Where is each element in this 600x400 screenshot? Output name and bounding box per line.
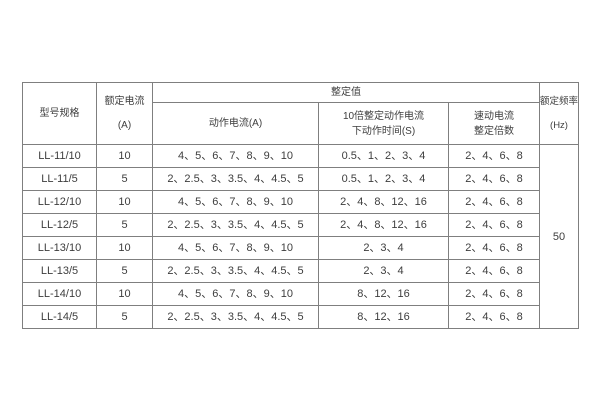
operating-time-cell: 8、12、16 — [318, 305, 449, 329]
model-cell: LL-14/10 — [22, 282, 97, 306]
quick-multiple-cell: 2、4、6、8 — [447, 282, 541, 306]
model-cell: LL-13/5 — [22, 259, 97, 283]
table-row: LL-12/5 5 2、2.5、3、3.5、4、4.5、5 2、4、8、12、1… — [22, 213, 579, 237]
header-operating-current: 动作电流(A) — [152, 102, 319, 145]
operating-time-cell: 2、4、8、12、16 — [318, 213, 449, 237]
header-operating-time: 10倍整定动作电流 下动作时间(S) — [318, 102, 449, 145]
operating-time-cell: 8、12、16 — [318, 282, 449, 306]
table-row: LL-13/5 5 2、2.5、3、3.5、4、4.5、5 2、3、4 2、4、… — [22, 259, 579, 283]
quick-multiple-cell: 2、4、6、8 — [447, 213, 541, 237]
rated-current-cell: 5 — [96, 213, 153, 237]
table-row: LL-11/5 5 2、2.5、3、3.5、4、4.5、5 0.5、1、2、3、… — [22, 167, 579, 191]
operating-current-cell: 4、5、6、7、8、9、10 — [152, 144, 319, 168]
header-rated-current-line1: 额定电流 — [104, 95, 145, 107]
operating-current-cell: 4、5、6、7、8、9、10 — [152, 282, 319, 306]
spec-table: 型号规格 额定电流 (A) 整定值 额定频率 (Hz) 动作电流(A) 10倍整… — [22, 82, 580, 329]
quick-multiple-cell: 2、4、6、8 — [447, 167, 541, 191]
model-cell: LL-14/5 — [22, 305, 97, 329]
operating-current-cell: 4、5、6、7、8、9、10 — [152, 236, 319, 260]
rated-current-cell: 5 — [96, 259, 153, 283]
table-row: LL-14/10 10 4、5、6、7、8、9、10 8、12、16 2、4、6… — [22, 282, 579, 306]
table-row: LL-13/10 10 4、5、6、7、8、9、10 2、3、4 2、4、6、8 — [22, 236, 579, 260]
rated-current-cell: 5 — [96, 167, 153, 191]
header-quick-current: 速动电流 整定倍数 — [447, 102, 541, 145]
table-row: LL-12/10 10 4、5、6、7、8、9、10 2、4、8、12、16 2… — [22, 190, 579, 214]
quick-multiple-cell: 2、4、6、8 — [447, 144, 541, 168]
operating-time-cell: 0.5、1、2、3、4 — [318, 167, 449, 191]
rated-current-cell: 10 — [96, 236, 153, 260]
spec-table-container: 型号规格 额定电流 (A) 整定值 额定频率 (Hz) 动作电流(A) 10倍整… — [22, 82, 580, 329]
operating-current-cell: 2、2.5、3、3.5、4、4.5、5 — [152, 167, 319, 191]
quick-multiple-cell: 2、4、6、8 — [447, 305, 541, 329]
header-rated-current-line2: (A) — [117, 119, 132, 131]
rated-current-cell: 5 — [96, 305, 153, 329]
header-setting-value: 整定值 — [151, 82, 541, 103]
header-operating-time-line1: 10倍整定动作电流 — [342, 110, 425, 122]
header-operating-time-line2: 下动作时间(S) — [351, 125, 416, 137]
rated-current-cell: 10 — [96, 190, 153, 214]
rated-current-cell: 10 — [96, 282, 153, 306]
operating-time-cell: 2、3、4 — [318, 236, 449, 260]
frequency-value-cell: 50 — [539, 144, 580, 329]
header-row-top: 型号规格 额定电流 (A) 整定值 额定频率 (Hz) — [22, 82, 580, 145]
model-cell: LL-12/10 — [22, 190, 97, 214]
operating-time-cell: 0.5、1、2、3、4 — [318, 144, 449, 168]
header-rated-current: 额定电流 (A) — [96, 82, 153, 145]
model-cell: LL-12/5 — [22, 213, 97, 237]
header-quick-current-line1: 速动电流 — [474, 110, 514, 122]
table-row: LL-14/5 5 2、2.5、3、3.5、4、4.5、5 8、12、16 2、… — [22, 305, 579, 329]
model-cell: LL-11/5 — [22, 167, 97, 191]
operating-current-cell: 2、2.5、3、3.5、4、4.5、5 — [152, 259, 319, 283]
operating-current-cell: 2、2.5、3、3.5、4、4.5、5 — [152, 305, 319, 329]
rated-current-cell: 10 — [96, 144, 153, 168]
quick-multiple-cell: 2、4、6、8 — [447, 236, 541, 260]
header-rated-frequency-line2: (Hz) — [550, 119, 568, 131]
quick-multiple-cell: 2、4、6、8 — [447, 190, 541, 214]
quick-multiple-cell: 2、4、6、8 — [447, 259, 541, 283]
model-cell: LL-11/10 — [22, 144, 97, 168]
header-rated-frequency-line1: 额定频率 — [540, 95, 579, 107]
header-rated-frequency: 额定频率 (Hz) — [539, 82, 580, 145]
operating-time-cell: 2、4、8、12、16 — [318, 190, 449, 214]
table-row: LL-11/10 10 4、5、6、7、8、9、10 0.5、1、2、3、4 2… — [22, 144, 580, 329]
operating-time-cell: 2、3、4 — [318, 259, 449, 283]
model-cell: LL-13/10 — [22, 236, 97, 260]
operating-current-cell: 4、5、6、7、8、9、10 — [152, 190, 319, 214]
header-row-sub: 动作电流(A) 10倍整定动作电流 下动作时间(S) 速动电流 整定倍数 — [23, 102, 579, 145]
header-model: 型号规格 — [22, 82, 97, 145]
operating-current-cell: 2、2.5、3、3.5、4、4.5、5 — [152, 213, 319, 237]
header-quick-current-line2: 整定倍数 — [474, 125, 514, 137]
